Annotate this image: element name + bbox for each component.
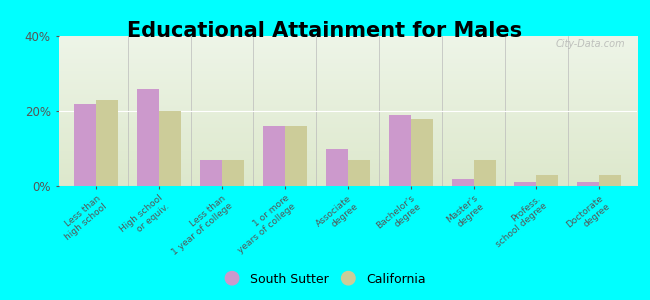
Text: City-Data.com: City-Data.com [556,39,625,49]
Bar [200,160,222,186]
Bar [389,115,411,186]
Bar [326,148,348,186]
Bar [473,160,495,186]
Bar [137,88,159,186]
Text: Educational Attainment for Males: Educational Attainment for Males [127,21,523,41]
Bar [263,126,285,186]
Bar [577,182,599,186]
Bar [514,182,536,186]
Bar [348,160,370,186]
Bar [536,175,558,186]
Bar [599,175,621,186]
Bar [452,178,473,186]
Bar [74,103,96,186]
Bar [222,160,244,186]
Legend: South Sutter, California: South Sutter, California [220,268,430,291]
Bar [285,126,307,186]
Bar [96,100,118,186]
Bar [159,111,181,186]
Bar [411,118,433,186]
